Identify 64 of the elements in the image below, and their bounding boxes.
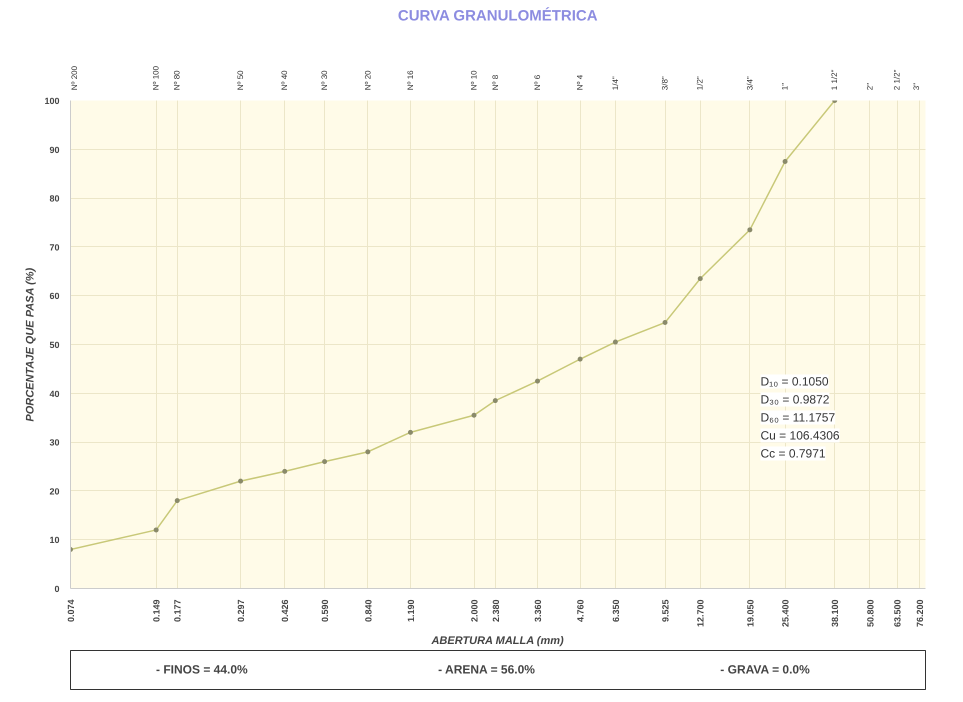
x-tick-label: 19.050 bbox=[745, 599, 756, 628]
chart-title: CURVA GRANULOMÉTRICA bbox=[398, 6, 598, 24]
text: Nº 200 bbox=[70, 65, 79, 90]
y-axis-title: PORCENTAJE QUE PASA (%) bbox=[24, 267, 36, 422]
text: Nº 10 bbox=[470, 70, 479, 90]
text: 1/2" bbox=[696, 76, 705, 90]
x-tick-label: 0.426 bbox=[280, 599, 290, 622]
annotation: Cc = 0.7971 bbox=[760, 446, 826, 460]
text: - FINOS = 44.0% bbox=[156, 662, 248, 676]
y-tick-label: 60 bbox=[49, 291, 60, 302]
y-tick-label: 90 bbox=[49, 144, 60, 155]
text: Nº 30 bbox=[320, 70, 330, 90]
annotation: Cu = 106.4306 bbox=[760, 428, 840, 442]
x-tick-label: 0.590 bbox=[320, 599, 330, 622]
x-tick-label: 38.100 bbox=[830, 599, 840, 628]
y-tick-label: 30 bbox=[49, 438, 60, 448]
text: Nº 40 bbox=[280, 70, 290, 90]
text: Nº 80 bbox=[172, 70, 182, 90]
x-tick-label: 3.360 bbox=[533, 599, 544, 622]
x-tick-label: 2.000 bbox=[470, 599, 480, 622]
x-tick-label: 2.380 bbox=[490, 599, 501, 622]
text: 2 1/2" bbox=[892, 69, 902, 90]
text: 2" bbox=[865, 82, 874, 90]
x-tick-label: 76.200 bbox=[915, 599, 926, 628]
y-tick-label: 10 bbox=[49, 535, 60, 546]
x-tick-label: 63.500 bbox=[892, 599, 903, 628]
annotation: D₁₀ = 0.1050 bbox=[760, 374, 829, 388]
y-tick-label: 100 bbox=[44, 96, 60, 106]
text: - ARENA = 56.0% bbox=[438, 662, 536, 676]
text: 1" bbox=[780, 82, 790, 90]
text: 3" bbox=[912, 82, 922, 90]
x-tick-label: 6.350 bbox=[610, 599, 621, 622]
y-tick-label: 50 bbox=[49, 340, 60, 350]
text: Nº 4 bbox=[576, 74, 585, 90]
y-tick-label: 0 bbox=[54, 584, 60, 594]
x-tick-label: 12.700 bbox=[696, 599, 706, 628]
y-tick-label: 80 bbox=[49, 194, 60, 204]
x-tick-label: 1.190 bbox=[406, 599, 416, 622]
y-tick-label: 40 bbox=[49, 388, 60, 399]
text: - GRAVA = 0.0% bbox=[720, 662, 810, 676]
x-tick-label: 0.297 bbox=[236, 599, 246, 622]
x-tick-label: 0.074 bbox=[66, 599, 76, 622]
text: Nº 6 bbox=[533, 74, 542, 90]
x-tick-label: 0.840 bbox=[363, 599, 374, 622]
text: Nº 50 bbox=[236, 70, 246, 90]
x-axis-title: ABERTURA MALLA (mm) bbox=[430, 635, 564, 648]
text: Nº 20 bbox=[363, 70, 372, 90]
text: 3/8" bbox=[660, 76, 670, 90]
annotation: D₆₀ = 11.1757 bbox=[760, 410, 836, 424]
text: 1/4" bbox=[610, 76, 620, 90]
x-tick-label: 9.525 bbox=[660, 599, 671, 622]
text: Nº 100 bbox=[152, 65, 161, 90]
text: 3/4" bbox=[745, 76, 754, 90]
x-tick-label: 0.177 bbox=[172, 599, 183, 622]
x-tick-label: 25.400 bbox=[780, 599, 791, 628]
y-tick-label: 20 bbox=[49, 486, 60, 496]
y-tick-label: 70 bbox=[49, 242, 60, 252]
text: Nº 8 bbox=[490, 74, 500, 90]
x-tick-label: 4.760 bbox=[576, 599, 586, 622]
x-tick-label: 50.800 bbox=[865, 599, 876, 628]
annotation: D₃₀ = 0.9872 bbox=[760, 392, 830, 406]
x-tick-label: 0.149 bbox=[152, 599, 162, 622]
text: 1 1/2" bbox=[830, 69, 840, 90]
text: Nº 16 bbox=[406, 70, 415, 90]
